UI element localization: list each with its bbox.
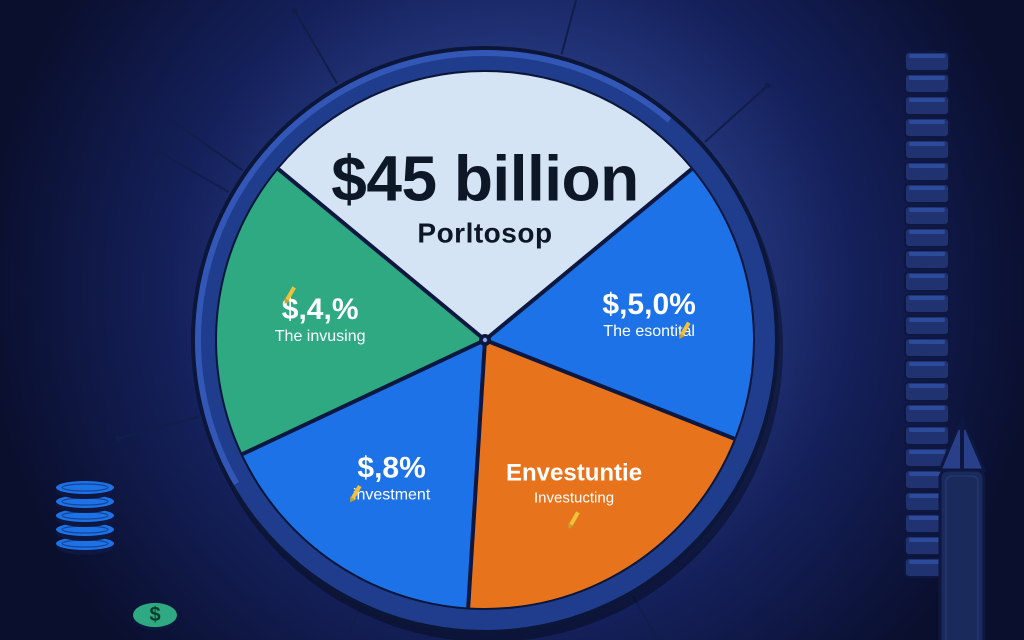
slice-label: Investucting bbox=[534, 489, 614, 506]
chart-svg: $ $45 billionPorltosop $,4,% The invusing $… bbox=[0, 0, 1024, 640]
slice-value: $,4,% bbox=[282, 293, 359, 326]
slice-value: Envestuntie bbox=[506, 459, 642, 486]
slice-label: The invusing bbox=[275, 328, 366, 345]
slice-label: investment bbox=[353, 486, 431, 503]
infographic-canvas: $ $45 billionPorltosop $,4,% The invusing $… bbox=[0, 0, 1024, 640]
slice-value: $,5,0% bbox=[602, 288, 695, 321]
chart-subtitle: Porltosop bbox=[417, 218, 552, 249]
svg-text:$: $ bbox=[149, 604, 160, 626]
slice-value: $,8% bbox=[357, 451, 425, 484]
chart-title: $45 billion bbox=[331, 143, 638, 215]
